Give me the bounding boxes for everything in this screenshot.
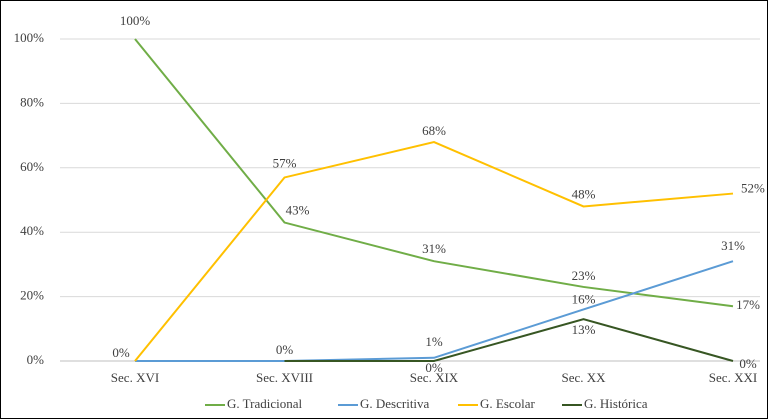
legend-label: G. Tradicional [227,396,303,411]
x-tick-label: Sec. XVIII [256,370,313,385]
y-tick-label: 20% [20,288,44,303]
data-label: 100% [120,13,151,28]
x-tick-label: Sec. XXI [709,370,757,385]
data-label: 16% [572,291,596,306]
data-label: 68% [422,123,446,138]
legend-label: G. Descritiva [360,396,430,411]
legend-label: G. Histórica [584,396,648,411]
series-line [134,140,734,362]
x-tick-label: Sec. XVI [111,370,159,385]
data-label: 23% [572,268,596,283]
y-tick-label: 80% [20,94,44,109]
data-label: 0% [425,360,443,375]
data-label: 43% [286,203,310,218]
data-label: 0% [739,356,757,371]
data-label: 13% [572,322,596,337]
data-label: 31% [422,241,446,256]
data-label: 31% [721,238,745,253]
data-label: 0% [276,342,294,357]
data-label: 57% [273,155,297,170]
y-tick-label: 40% [20,223,44,238]
x-tick-label: Sec. XIX [410,370,459,385]
y-tick-label: 0% [27,352,45,367]
y-tick-label: 60% [20,159,44,174]
legend-label: G. Escolar [480,396,536,411]
data-label: 1% [425,334,443,349]
x-tick-label: Sec. XX [561,370,606,385]
data-label: 17% [736,297,760,312]
data-label: 48% [572,186,596,201]
series-line [135,260,734,362]
y-tick-label: 100% [14,30,45,45]
series-line [284,318,734,362]
data-label: 0% [112,345,130,360]
data-label: 52% [741,181,765,196]
